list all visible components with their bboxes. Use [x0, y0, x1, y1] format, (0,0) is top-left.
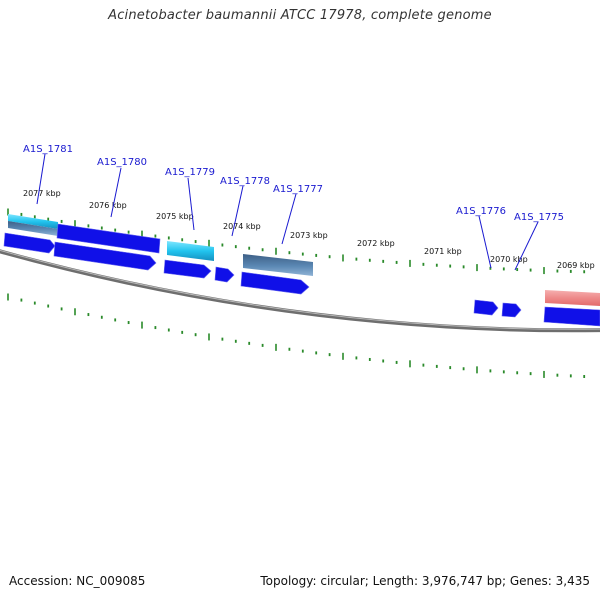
feature-a1s-1781-steel[interactable]	[8, 221, 58, 236]
scale-label-2072: 2072 kbp	[357, 239, 395, 248]
scale-label-2069: 2069 kbp	[557, 261, 595, 270]
scale-label-2070: 2070 kbp	[490, 255, 528, 264]
cds-a1s-1781[interactable]	[3, 232, 56, 254]
leader-a1s-1779	[187, 177, 195, 231]
scale-label-2074: 2074 kbp	[223, 222, 261, 231]
cds-track	[3, 223, 600, 327]
leader-a1s-1781	[36, 153, 46, 205]
leader-a1s-1777	[281, 193, 297, 245]
feature-a1s-1775-red[interactable]	[545, 290, 600, 306]
leader-a1s-1775	[514, 221, 539, 271]
genome-backbone-highlight	[0, 249, 600, 330]
scale-label-2075: 2075 kbp	[156, 212, 194, 221]
scale-ticks-outer	[7, 208, 586, 275]
cds-a1s-1778[interactable]	[214, 266, 235, 283]
topology-summary: Topology: circular; Length: 3,976,747 bp…	[260, 574, 590, 588]
leader-a1s-1780	[110, 167, 122, 218]
scale-label-2073: 2073 kbp	[290, 231, 328, 240]
cds-a1s-1780-lower[interactable]	[53, 241, 157, 271]
scale-label-2077: 2077 kbp	[23, 189, 61, 198]
cds-a1s-1775-small[interactable]	[501, 302, 522, 318]
feature-a1s-1781-cyan[interactable]	[8, 214, 58, 229]
gene-label-leaders	[36, 153, 539, 271]
gene-label-a1s-1779[interactable]: A1S_1779	[165, 167, 215, 178]
gene-label-a1s-1776[interactable]: A1S_1776	[456, 206, 506, 217]
feature-a1s-1779[interactable]	[167, 241, 214, 261]
feature-a1s-1777[interactable]	[243, 254, 313, 276]
scale-ticks-inner	[7, 293, 586, 378]
cds-a1s-1775[interactable]	[543, 306, 600, 327]
cds-a1s-1776[interactable]	[473, 299, 499, 316]
genome-title: Acinetobacter baumannii ATCC 17978, comp…	[108, 8, 492, 23]
gene-label-a1s-1778[interactable]: A1S_1778	[220, 176, 270, 187]
accession-text: Accession: NC_009085	[9, 574, 146, 588]
gene-label-a1s-1777[interactable]: A1S_1777	[273, 184, 323, 195]
cds-a1s-1780-upper[interactable]	[56, 223, 161, 254]
cds-a1s-1777[interactable]	[240, 271, 310, 295]
genome-backbone	[0, 249, 600, 333]
cds-a1s-1779[interactable]	[163, 259, 212, 279]
scale-label-2071: 2071 kbp	[424, 247, 462, 256]
scale-label-2076: 2076 kbp	[89, 201, 127, 210]
leader-a1s-1776	[478, 215, 492, 269]
gene-label-a1s-1781[interactable]: A1S_1781	[23, 144, 73, 155]
gene-label-a1s-1780[interactable]: A1S_1780	[97, 157, 147, 168]
gene-label-a1s-1775[interactable]: A1S_1775	[514, 212, 564, 223]
feature-track	[8, 214, 600, 306]
leader-a1s-1778	[231, 185, 244, 237]
